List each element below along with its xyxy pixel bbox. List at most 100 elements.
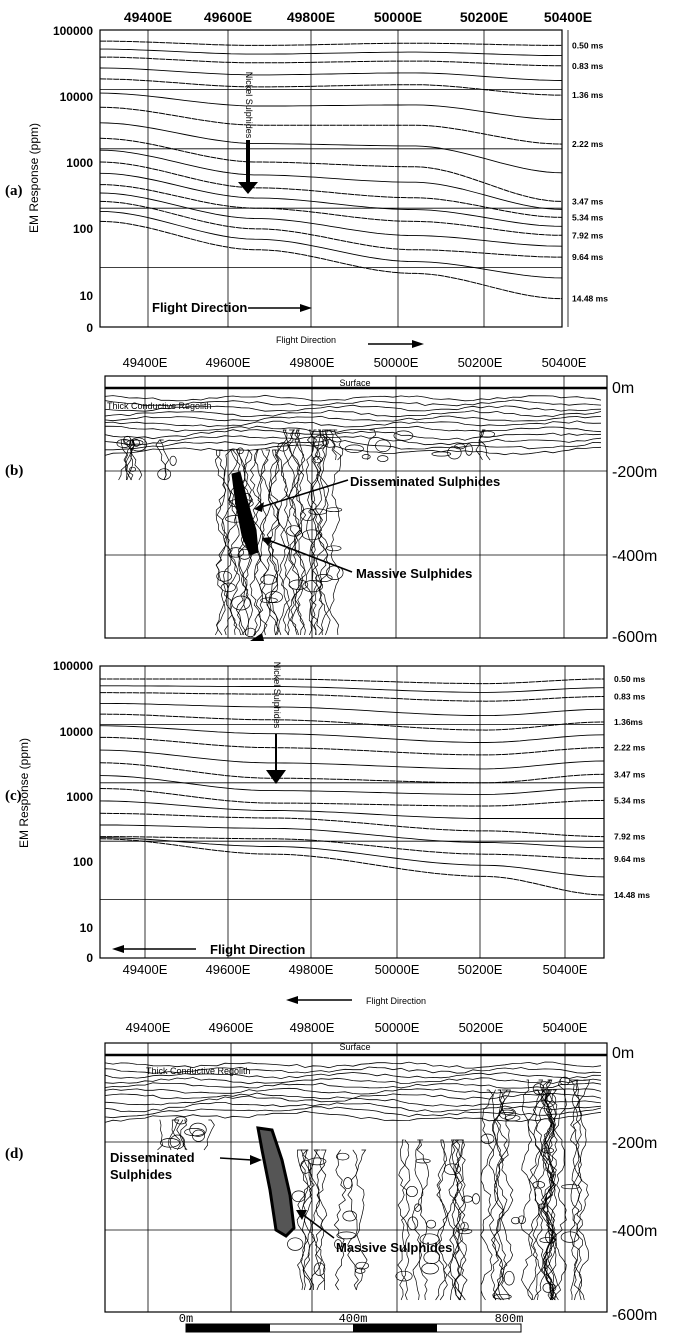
anomaly-contour — [435, 1139, 448, 1301]
annotation-leader — [219, 1157, 253, 1161]
disseminated-sulphides-label: Disseminated Sulphides — [350, 474, 500, 489]
anomaly-loop — [184, 1128, 205, 1137]
x-tick-label: 49800E — [290, 355, 335, 370]
x-tick-label: 49600E — [204, 9, 252, 25]
series-line-intermediate — [100, 824, 605, 849]
anomaly-contour — [313, 1149, 327, 1291]
series-label: 9.64 ms — [614, 854, 645, 864]
y-tick-label: 1000 — [66, 790, 93, 804]
anomaly-loop — [189, 1122, 207, 1137]
anomaly-loop — [343, 1177, 353, 1190]
y-tick-label: 10000 — [60, 725, 94, 739]
anomaly-loop — [532, 1083, 545, 1095]
anomaly-loop — [231, 595, 251, 611]
annotation-leader — [301, 1213, 335, 1239]
y-tick-label: 100000 — [53, 24, 93, 38]
regolith-contour — [104, 1061, 602, 1069]
anomaly-loop — [264, 591, 283, 604]
series-line — [99, 812, 605, 838]
anomaly-loop — [361, 454, 371, 460]
regolith-contour — [104, 435, 602, 446]
anomaly-loop — [326, 545, 342, 552]
y-tick-label: 0 — [86, 321, 93, 335]
anomaly-contour — [355, 1149, 368, 1291]
regolith-contour — [104, 1095, 602, 1107]
section-b — [104, 375, 608, 639]
series-label: 1.36ms — [614, 717, 643, 727]
anomaly-contour — [171, 1119, 181, 1151]
anomaly-contour — [333, 429, 344, 461]
regolith-contour — [104, 1072, 602, 1080]
anomaly-loop — [169, 455, 177, 466]
arrow-right-icon — [250, 1155, 262, 1165]
series-label: 7.92 ms — [572, 230, 603, 240]
series-line-intermediate — [99, 172, 563, 227]
series-line-intermediate — [99, 122, 563, 174]
anomaly-loop — [286, 525, 303, 537]
anomaly-loop — [375, 439, 391, 453]
anomaly-contour — [129, 439, 143, 481]
anomaly-contour — [435, 1139, 449, 1301]
anomaly-contour — [492, 1089, 504, 1301]
x-tick-label: 50000E — [375, 1020, 420, 1035]
flight-direction-label: Flight Direction — [210, 942, 305, 957]
series-label: 3.47 ms — [614, 769, 645, 779]
disseminated-label-line2: Sulphides — [110, 1167, 172, 1182]
anomaly-loop — [308, 1157, 327, 1166]
anomaly-contour — [480, 1089, 494, 1301]
anomaly-loop — [174, 1116, 188, 1125]
anomaly-loop — [288, 579, 309, 590]
anomaly-loop — [421, 1262, 439, 1275]
anomaly-loop — [406, 1185, 418, 1198]
scale-bar-segment — [186, 1324, 270, 1332]
series-line-intermediate — [99, 92, 563, 121]
anomaly-loop — [260, 574, 277, 585]
anomaly-contour — [449, 1139, 463, 1301]
regolith-contour — [104, 1087, 602, 1095]
anomaly-loop — [472, 1193, 480, 1205]
anomaly-loop — [503, 1270, 515, 1286]
massive-sulphide-body — [231, 471, 259, 556]
anomaly-loop — [227, 547, 244, 558]
series-label: 5.34 ms — [614, 795, 645, 805]
series-line-intermediate — [99, 149, 563, 210]
anomaly-loop — [313, 1262, 326, 1276]
y-axis-title: EM Response (ppm) — [27, 123, 41, 233]
series-line — [99, 184, 563, 236]
depth-label: -600m — [612, 629, 657, 646]
x-tick-label: 49400E — [123, 355, 168, 370]
anomaly-loop — [479, 430, 496, 438]
anomaly-loop — [492, 1293, 512, 1300]
series-line — [100, 56, 563, 67]
series-line — [99, 713, 605, 731]
anomaly-contour — [527, 1089, 541, 1301]
regolith-contour — [104, 1066, 602, 1074]
anomaly-contour — [347, 1149, 359, 1291]
anomaly-loop — [460, 1221, 469, 1232]
arrow-right-icon — [412, 340, 424, 348]
anomaly-loop — [407, 1216, 419, 1231]
arrow-left-icon — [286, 996, 298, 1004]
regolith-contour — [104, 429, 602, 441]
anomaly-contour — [454, 1139, 467, 1301]
chart-c — [99, 665, 605, 959]
anomaly-loop — [423, 1250, 440, 1265]
x-tick-label: 49600E — [206, 355, 251, 370]
massive-sulphides-label: Massive Sulphides — [336, 1240, 452, 1255]
regolith-label: Thick Conductive Regolith — [107, 401, 212, 411]
arrow-left-icon — [250, 633, 264, 641]
anomaly-contour — [479, 429, 491, 461]
series-line-intermediate — [99, 192, 563, 247]
series-line-intermediate — [99, 67, 563, 81]
y-tick-label: 100 — [73, 222, 93, 236]
series-label: 14.48 ms — [572, 294, 608, 304]
series-line-intermediate — [99, 749, 605, 770]
series-line-intermediate — [100, 48, 562, 57]
anomaly-loop — [312, 456, 323, 464]
anomaly-loop — [159, 1138, 180, 1148]
series-line — [100, 678, 604, 685]
anomaly-contour — [155, 439, 167, 481]
anomaly-contour — [159, 439, 170, 481]
series-line — [100, 736, 605, 756]
massive-sulphides-label: Massive Sulphides — [356, 566, 472, 581]
